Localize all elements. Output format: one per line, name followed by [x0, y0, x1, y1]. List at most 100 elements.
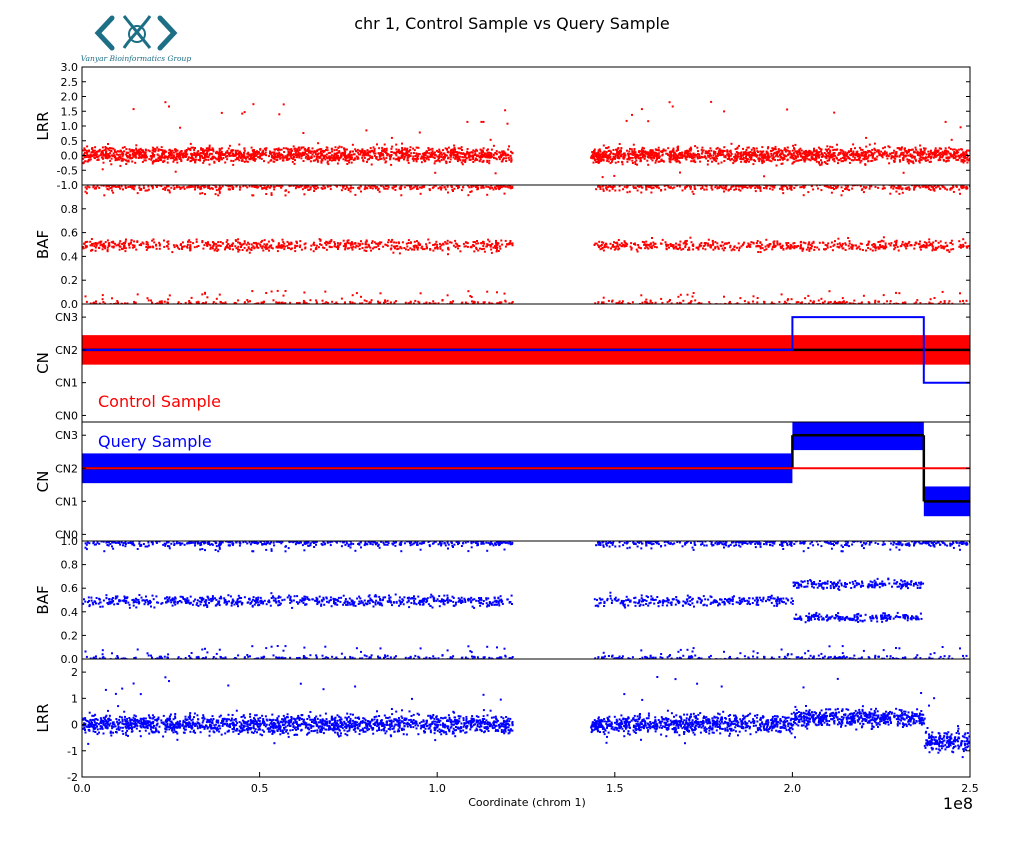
- data-point: [90, 151, 93, 154]
- data-point: [354, 246, 357, 249]
- data-point: [965, 156, 968, 159]
- data-point: [257, 302, 260, 304]
- data-point: [275, 148, 278, 151]
- data-point: [729, 159, 732, 162]
- data-point: [845, 301, 848, 304]
- data-point: [84, 160, 87, 163]
- data-point: [276, 289, 279, 292]
- data-point: [879, 245, 882, 248]
- data-point: [732, 159, 735, 162]
- data-point: [871, 152, 874, 155]
- data-point: [440, 159, 443, 161]
- data-point: [104, 153, 107, 156]
- data-point: [922, 245, 925, 248]
- data-point: [368, 301, 371, 304]
- data-point: [124, 305, 126, 307]
- data-point: [750, 153, 753, 156]
- data-point: [511, 301, 514, 303]
- data-point: [334, 245, 336, 248]
- data-point: [939, 155, 942, 158]
- data-point: [812, 305, 814, 307]
- data-point: [903, 307, 905, 309]
- data-point: [249, 155, 252, 158]
- data-point: [338, 150, 341, 153]
- data-point: [763, 160, 765, 163]
- data-point: [207, 306, 209, 308]
- data-point: [947, 150, 950, 153]
- data-point: [212, 302, 215, 304]
- data-point: [304, 305, 306, 307]
- data-point: [818, 302, 821, 304]
- data-point: [145, 243, 148, 246]
- data-point: [445, 154, 448, 157]
- data-point: [372, 151, 375, 154]
- data-point: [483, 155, 486, 158]
- data-point: [147, 299, 150, 302]
- data-point: [673, 154, 676, 157]
- data-point: [413, 240, 416, 243]
- data-point: [184, 149, 187, 152]
- data-point: [815, 150, 818, 153]
- data-point: [668, 305, 670, 307]
- data-point: [937, 241, 940, 244]
- data-point: [229, 152, 232, 154]
- data-point: [756, 154, 759, 157]
- data-point: [934, 305, 936, 307]
- data-point: [627, 154, 630, 157]
- data-point: [724, 306, 726, 308]
- data-point: [696, 146, 699, 149]
- data-point: [232, 305, 234, 307]
- data-point: [399, 156, 402, 159]
- data-point: [950, 138, 953, 141]
- data-point: [878, 152, 881, 155]
- data-point: [772, 305, 774, 307]
- data-point: [452, 300, 455, 303]
- data-point: [129, 150, 132, 153]
- data-point: [846, 152, 849, 155]
- data-point: [861, 308, 863, 310]
- data-point: [500, 239, 503, 242]
- data-point: [333, 154, 335, 157]
- data-point: [101, 248, 104, 251]
- data-point: [755, 242, 758, 244]
- data-point: [776, 240, 779, 243]
- data-point: [134, 161, 137, 164]
- data-point: [306, 154, 309, 157]
- data-point: [123, 158, 126, 161]
- data-point: [407, 155, 410, 157]
- data-point: [849, 302, 852, 304]
- data-point: [197, 300, 200, 303]
- data-point: [826, 150, 829, 153]
- data-point: [261, 152, 264, 155]
- data-point: [726, 158, 729, 160]
- data-point: [681, 156, 684, 159]
- data-point: [303, 243, 306, 246]
- data-point: [207, 241, 209, 244]
- data-point: [752, 241, 755, 244]
- data-point: [843, 159, 846, 161]
- data-point: [480, 306, 482, 308]
- data-point: [140, 307, 142, 309]
- data-point: [486, 161, 489, 163]
- data-point: [460, 302, 463, 304]
- data-point: [197, 150, 200, 153]
- data-point: [241, 112, 244, 115]
- data-point: [464, 305, 466, 307]
- data-point: [315, 301, 318, 304]
- data-point: [460, 161, 463, 164]
- data-point: [839, 148, 842, 151]
- data-point: [935, 152, 938, 155]
- data-point: [836, 143, 838, 146]
- data-point: [361, 156, 364, 159]
- data-point: [262, 249, 265, 252]
- data-point: [215, 247, 218, 250]
- data-point: [158, 244, 161, 247]
- data-point: [349, 300, 352, 303]
- data-point: [736, 156, 739, 159]
- data-point: [844, 302, 847, 304]
- data-point: [736, 155, 739, 158]
- data-point: [641, 301, 644, 304]
- data-point: [212, 301, 215, 303]
- data-point: [667, 147, 670, 150]
- data-point: [489, 306, 491, 308]
